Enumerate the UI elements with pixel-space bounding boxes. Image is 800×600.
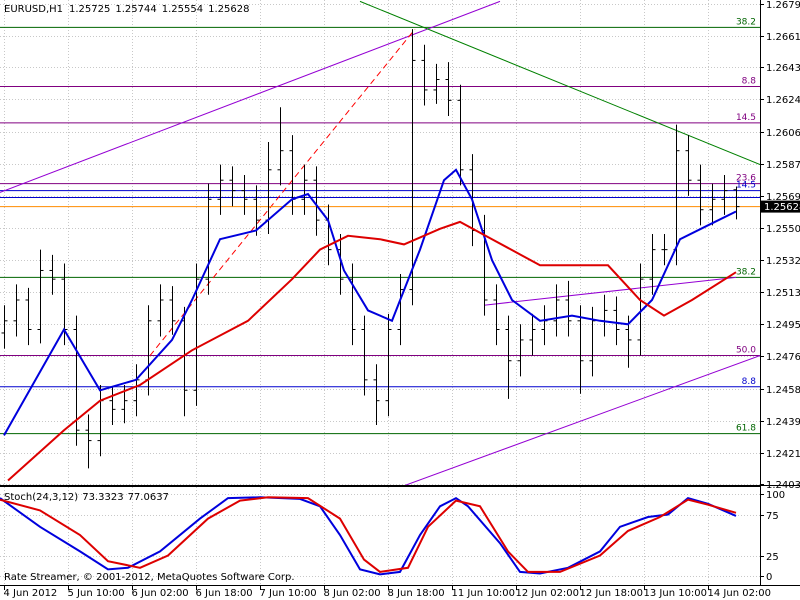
x-tick-label: 4 Jun 2012 <box>4 588 58 599</box>
trend-line <box>483 276 737 306</box>
x-tick-label: 13 Jun 10:00 <box>644 588 708 599</box>
y-tick-label: 1.25320 <box>766 256 800 267</box>
level-label: 38.2 <box>736 17 756 27</box>
y-tick-label: 0 <box>766 572 772 583</box>
last-price-label: 1.25628 <box>764 202 800 213</box>
x-tick-label: 8 Jun 18:00 <box>388 588 445 599</box>
last-price-box <box>761 200 800 213</box>
y-tick-label: 1.25505 <box>766 224 800 235</box>
symbol: EURUSD,H1 <box>4 4 63 15</box>
x-tick-label: 6 Jun 18:00 <box>196 588 253 599</box>
trend-line <box>0 0 501 193</box>
price-panel: 38.28.814.523.614.538.250.08.861.8 <box>0 0 760 485</box>
y-tick-label: 1.24765 <box>766 352 800 363</box>
y-tick-label: 75 <box>766 511 779 522</box>
y-tick-label: 25 <box>766 552 779 563</box>
low-value: 1.25554 <box>162 4 203 15</box>
chart-header: EURUSD,H1 1.25725 1.25744 1.25554 1.25628 <box>4 4 249 15</box>
x-tick-label: 11 Jun 10:00 <box>452 588 516 599</box>
close-value: 1.25628 <box>208 4 249 15</box>
stoch-header: Stoch(24,3,12) 73.3323 77.0637 <box>4 492 169 503</box>
y-tick-label: 1.25690 <box>766 192 800 203</box>
level-label: 14.5 <box>736 113 756 123</box>
level-label: 50.0 <box>736 346 756 356</box>
y-tick-label: 1.26430 <box>766 63 800 74</box>
level-label: 8.8 <box>742 76 757 86</box>
level-label: 23.6 <box>736 174 756 184</box>
y-tick-label: 1.26245 <box>766 95 800 106</box>
trend-line <box>359 0 760 166</box>
indicator-line <box>7 220 737 482</box>
y-tick-label: 1.25135 <box>766 288 800 299</box>
x-tick-label: 14 Jun 02:00 <box>708 588 772 599</box>
x-tick-label: 7 Jun 10:00 <box>260 588 317 599</box>
level-label: 8.8 <box>742 377 757 387</box>
footer: Rate Streamer, © 2001-2012, MetaQuotes S… <box>4 572 295 583</box>
x-tick-label: 12 Jun 18:00 <box>580 588 644 599</box>
y-tick-label: 1.25875 <box>766 160 800 171</box>
y-tick-label: 1.24580 <box>766 385 800 396</box>
trend-line <box>404 355 760 485</box>
indicator-line <box>3 168 737 436</box>
x-tick-label: 12 Jun 02:00 <box>516 588 580 599</box>
y-tick-label: 1.24395 <box>766 417 800 428</box>
y-tick-label: 1.24030 <box>766 480 800 491</box>
y-tick-label: 1.26610 <box>766 32 800 43</box>
level-label: 38.2 <box>736 267 756 277</box>
y-tick-label: 1.24210 <box>766 449 800 460</box>
y-tick-label: 1.24950 <box>766 320 800 331</box>
stoch-main-value: 73.3323 <box>82 492 123 503</box>
stoch-panel <box>0 487 760 585</box>
y-tick-label: 1.26060 <box>766 128 800 139</box>
stoch-title: Stoch(24,3,12) <box>4 492 78 503</box>
stoch-signal-value: 77.0637 <box>128 492 169 503</box>
trend-line <box>149 28 416 356</box>
level-label: 14.5 <box>736 181 756 191</box>
indicator-line <box>0 496 737 576</box>
high-value: 1.25744 <box>115 4 156 15</box>
x-tick-label: 8 Jun 02:00 <box>324 588 381 599</box>
x-tick-label: 5 Jun 10:00 <box>68 588 125 599</box>
y-tick-label: 1.26795 <box>766 0 800 11</box>
x-tick-label: 6 Jun 02:00 <box>132 588 189 599</box>
y-tick-label: 100 <box>766 490 785 501</box>
level-label: 61.8 <box>736 424 756 434</box>
open-value: 1.25725 <box>69 4 110 15</box>
indicator-line <box>0 496 737 573</box>
